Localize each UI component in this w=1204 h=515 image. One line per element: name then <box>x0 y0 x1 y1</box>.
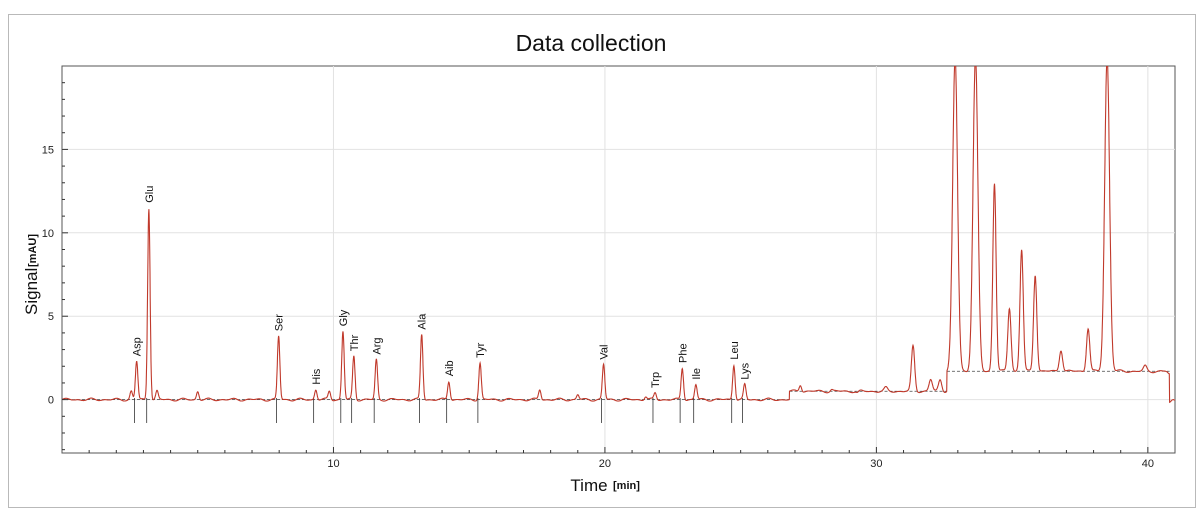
x-axis-label: Time [min] <box>570 476 640 495</box>
peak-label-arg: Arg <box>371 337 383 354</box>
peak-labels: Asp Glu Ser His Gly Thr Arg Ala Aib Tyr Val Trp PheI… <box>132 186 752 388</box>
grid <box>61 65 1176 454</box>
x-tick-label: 40 <box>1142 458 1154 470</box>
peak-label-leu: Leu <box>729 341 741 359</box>
x-axis-title: Time <box>570 476 607 495</box>
peak-label-lys: Lys <box>740 362 752 379</box>
y-tick-label: 5 <box>48 311 54 323</box>
chart-frame: Asp Glu Ser His Gly Thr Arg Ala Aib Tyr Val Trp Phe I… <box>8 14 1196 508</box>
x-tick-label: 20 <box>599 458 611 470</box>
peak-label-glu: Glu <box>144 186 156 203</box>
peak-label-val: Val <box>599 344 611 359</box>
peak-label-gly: Gly <box>338 309 350 326</box>
peak-label-trp: Trp <box>650 372 662 388</box>
peak-label-phe: Phe <box>677 343 689 363</box>
x-tick-label: 10 <box>327 458 339 470</box>
signal-trace <box>62 66 1175 404</box>
peak-label-tyr: Tyr <box>475 342 487 358</box>
x-tick-label: 30 <box>870 458 882 470</box>
y-axis-label: Signal [mAU] <box>22 234 41 315</box>
y-tick-label: 0 <box>48 395 54 407</box>
axes: 10 20 30 40 0 5 10 15 <box>42 82 1154 470</box>
y-tick-label: 10 <box>42 228 54 240</box>
y-axis-unit: [mAU] <box>27 234 39 267</box>
peak-label-ser: Ser <box>274 314 286 331</box>
peak-label-ala: Ala <box>417 313 429 330</box>
peak-label-his: His <box>311 368 323 384</box>
peak-label-ile: Ile <box>691 368 703 380</box>
peak-label-aib: Aib <box>444 360 456 376</box>
y-axis-title: Signal <box>22 268 41 315</box>
chart-title: Data collection <box>516 30 667 56</box>
peak-label-thr: Thr <box>349 334 361 351</box>
plot-area <box>61 65 1176 454</box>
trace <box>62 66 1175 404</box>
x-axis-unit: [min] <box>613 480 640 492</box>
chromatogram-chart: Asp Glu Ser His Gly Thr Arg Ala Aib Tyr Val Trp PheI… <box>22 30 1176 495</box>
peak-label-asp: Asp <box>132 337 144 356</box>
y-tick-label: 15 <box>42 144 54 156</box>
